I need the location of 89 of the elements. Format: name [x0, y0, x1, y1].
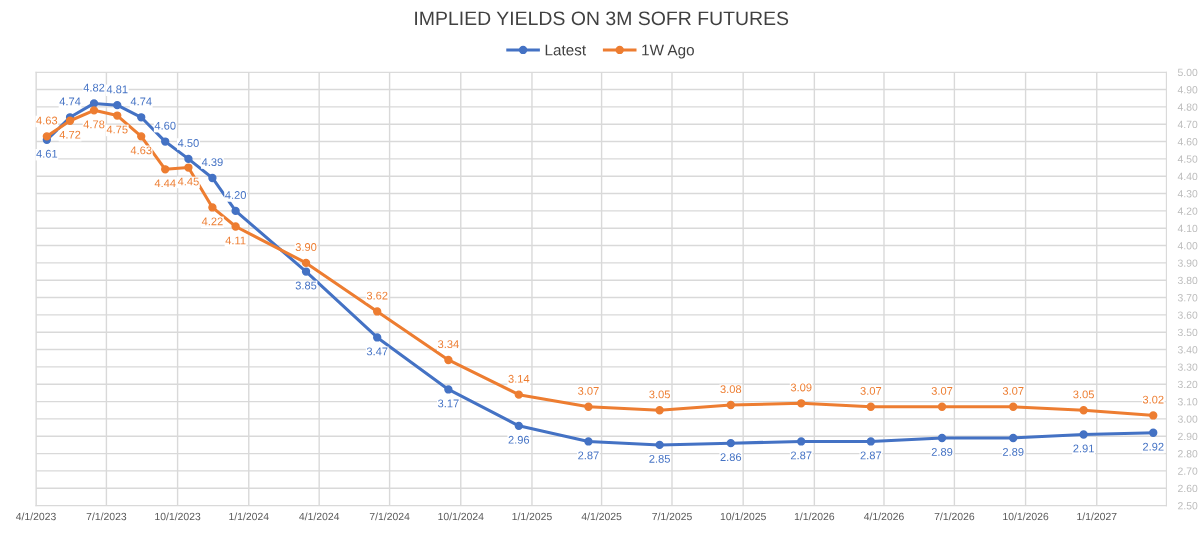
chart-title: IMPLIED YIELDS ON 3M SOFR FUTURES	[415, 11, 789, 26]
x-tick-label: 1/1/2025	[512, 512, 552, 521]
data-label: 2.89	[931, 447, 953, 456]
data-label: 4.74	[130, 97, 152, 106]
legend-label: 1W Ago	[642, 44, 694, 59]
x-tick-label: 1/1/2026	[794, 512, 835, 521]
y-tick-label: 2.70	[1178, 467, 1198, 475]
data-label: 4.50	[177, 139, 199, 147]
y-tick-label: 2.50	[1178, 502, 1198, 510]
y-tick-label: 2.80	[1178, 450, 1198, 458]
data-label: 4.44	[154, 179, 176, 188]
data-label: 4.63	[36, 116, 58, 125]
x-tick-label: 7/1/2025	[652, 512, 692, 521]
x-tick-label: 4/1/2026	[863, 512, 904, 521]
x-tick-label: 10/1/2024	[438, 512, 484, 521]
y-tick-label: 3.50	[1177, 328, 1198, 337]
data-label: 4.20	[225, 191, 246, 199]
data-label: 3.05	[1073, 390, 1094, 399]
data-label: 3.07	[860, 386, 882, 395]
y-tick-label: 4.40	[1177, 172, 1198, 181]
data-label: 3.34	[438, 340, 459, 349]
data-label: 3.08	[720, 385, 742, 394]
y-tick-label: 4.10	[1177, 224, 1198, 233]
y-tick-label: 4.30	[1177, 190, 1198, 198]
y-tick-label: 4.80	[1177, 103, 1198, 111]
data-label: 4.22	[201, 217, 223, 226]
data-label: 3.62	[366, 291, 388, 300]
data-label: 4.72	[59, 130, 81, 139]
data-label: 4.60	[154, 121, 176, 130]
data-label: 3.05	[649, 390, 670, 399]
data-label: 4.45	[177, 177, 199, 186]
data-label: 4.82	[83, 83, 105, 92]
x-tick-label: 1/1/2027	[1077, 512, 1117, 521]
y-tick-label: 4.00	[1177, 242, 1198, 250]
y-tick-label: 3.70	[1177, 294, 1198, 302]
data-label: 4.81	[106, 85, 128, 94]
data-label: 2.87	[578, 451, 599, 460]
data-label: 2.89	[1002, 447, 1024, 456]
data-label: 2.87	[790, 451, 812, 460]
y-tick-label: 2.60	[1178, 484, 1198, 493]
x-tick-label: 10/1/2026	[1003, 512, 1049, 521]
y-tick-label: 4.70	[1177, 120, 1198, 129]
data-label: 3.09	[790, 383, 812, 392]
data-label: 4.75	[106, 125, 128, 134]
y-tick-label: 3.10	[1177, 398, 1198, 406]
y-tick-label: 3.30	[1177, 363, 1198, 371]
data-label: 4.74	[59, 97, 81, 106]
y-tick-label: 4.20	[1177, 207, 1198, 215]
data-label: 3.07	[578, 386, 599, 395]
y-tick-label: 3.90	[1177, 259, 1198, 267]
x-tick-label: 7/1/2024	[369, 512, 410, 521]
y-tick-label: 3.40	[1177, 346, 1198, 354]
data-label: 4.61	[36, 149, 58, 158]
x-tick-label: 4/1/2023	[15, 512, 56, 521]
y-tick-label: 3.20	[1177, 380, 1198, 389]
x-tick-label: 4/1/2025	[581, 512, 622, 521]
y-tick-label: 3.80	[1177, 276, 1198, 285]
data-label: 2.92	[1142, 442, 1164, 451]
x-tick-label: 4/1/2024	[299, 512, 340, 521]
x-tick-label: 10/1/2023	[155, 512, 201, 521]
data-label: 3.47	[366, 347, 388, 356]
data-label: 3.90	[295, 243, 317, 251]
data-label: 3.17	[438, 399, 459, 408]
y-tick-label: 3.00	[1177, 415, 1198, 423]
data-label: 3.14	[508, 374, 530, 383]
y-tick-label: 3.60	[1177, 311, 1198, 319]
data-label: 2.86	[720, 453, 742, 462]
data-label: 4.63	[130, 146, 152, 155]
data-label: 2.85	[649, 454, 670, 463]
y-tick-label: 4.60	[1177, 138, 1198, 146]
data-label: 3.02	[1142, 395, 1164, 404]
y-tick-label: 5.00	[1177, 68, 1198, 77]
data-label: 4.39	[201, 158, 223, 167]
data-label: 4.78	[83, 120, 105, 129]
x-tick-label: 7/1/2026	[934, 512, 975, 521]
data-label: 3.07	[1002, 386, 1024, 395]
data-label: 3.07	[931, 386, 953, 395]
x-tick-label: 7/1/2023	[86, 512, 127, 521]
x-tick-label: 10/1/2025	[720, 512, 766, 521]
y-tick-label: 2.90	[1178, 432, 1198, 441]
data-label: 2.96	[508, 435, 530, 444]
x-tick-label: 1/1/2024	[229, 512, 269, 521]
data-label: 4.11	[225, 236, 246, 245]
data-label: 2.87	[860, 451, 882, 460]
legend-label: Latest	[545, 44, 586, 56]
data-label: 3.85	[295, 281, 317, 290]
y-tick-label: 4.50	[1177, 155, 1198, 163]
y-tick-label: 4.90	[1177, 86, 1198, 94]
data-label: 2.91	[1073, 444, 1094, 453]
